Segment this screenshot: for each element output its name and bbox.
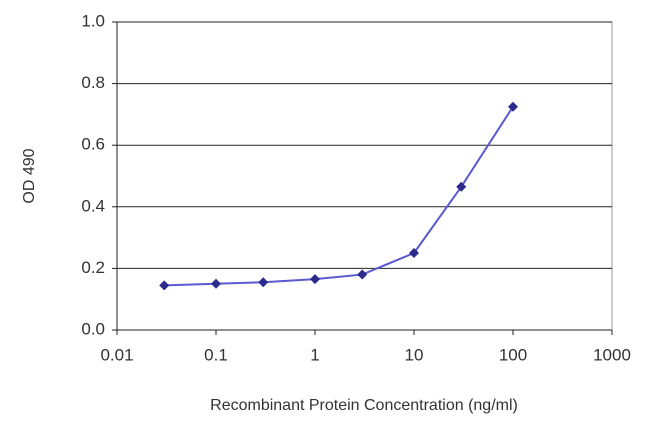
x-tick-label: 0.1 [204, 345, 228, 364]
y-tick-label: 0.8 [81, 73, 105, 92]
series-line [164, 106, 514, 287]
y-tick-label: 1.0 [81, 11, 105, 30]
data-point [357, 269, 368, 280]
plot-area [116, 21, 613, 331]
data-point [456, 181, 467, 192]
x-tick-label: 1 [310, 345, 319, 364]
y-tick-label: 0.6 [81, 135, 105, 154]
data-point [258, 277, 269, 288]
y-tick-label: 0.0 [81, 319, 105, 338]
y-axis-title: OD 490 [21, 148, 38, 203]
data-point [159, 280, 170, 291]
x-tick-label: 100 [499, 345, 527, 364]
data-point [508, 101, 518, 112]
x-axis-title: Recombinant Protein Concentration (ng/ml… [210, 397, 518, 414]
x-tick-label: 10 [405, 345, 424, 364]
data-point [409, 248, 419, 258]
data-point [310, 274, 320, 285]
data-point [211, 278, 221, 289]
x-tick-label: 0.01 [100, 345, 133, 364]
y-tick-label: 0.4 [81, 196, 105, 215]
x-tick-label: 1000 [593, 345, 631, 364]
y-tick-label: 0.2 [81, 258, 105, 277]
